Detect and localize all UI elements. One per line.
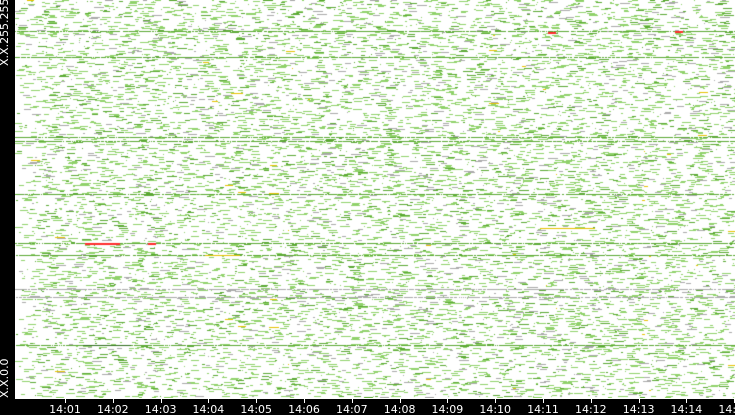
x-tick <box>208 398 210 403</box>
x-tick-label: 14:06 <box>288 403 320 415</box>
x-tick <box>112 398 114 403</box>
x-tick-label: 14:08 <box>383 403 416 415</box>
x-tick-label: 14:15 <box>718 403 735 415</box>
x-tick-label: 14:05 <box>240 403 273 415</box>
x-tick <box>590 398 592 403</box>
y-axis-label-bottom: X.X.0.0 <box>0 358 11 398</box>
x-tick <box>304 398 305 403</box>
x-tick-label: 14:04 <box>192 403 225 415</box>
x-tick-label: 14:14 <box>670 403 703 415</box>
x-tick-label: 14:13 <box>622 403 655 415</box>
x-tick-label: 14:10 <box>479 403 512 415</box>
x-tick <box>686 398 688 403</box>
x-tick-label: 14:02 <box>96 403 129 415</box>
x-axis: 14:01 14:02 14:03 14:04 14:05 14:06 14:07 14:08… <box>15 398 735 415</box>
x-tick <box>495 398 497 403</box>
x-tick <box>351 398 353 403</box>
x-tick <box>399 398 401 403</box>
x-tick <box>543 398 544 403</box>
x-tick <box>447 398 449 403</box>
x-tick <box>638 398 640 403</box>
x-tick-label: 14:11 <box>527 403 559 415</box>
y-axis-label-top: X.X.255.255 <box>0 0 11 66</box>
x-tick-label: 14:12 <box>574 403 607 415</box>
x-tick-label: 14:03 <box>144 403 177 415</box>
heatmap-canvas <box>15 0 735 398</box>
x-tick-label: 14:07 <box>335 403 368 415</box>
x-tick-label: 14:09 <box>431 403 464 415</box>
x-tick <box>160 398 162 403</box>
x-tick <box>256 398 258 403</box>
x-tick <box>65 398 66 403</box>
x-tick-label: 14:01 <box>49 403 81 415</box>
